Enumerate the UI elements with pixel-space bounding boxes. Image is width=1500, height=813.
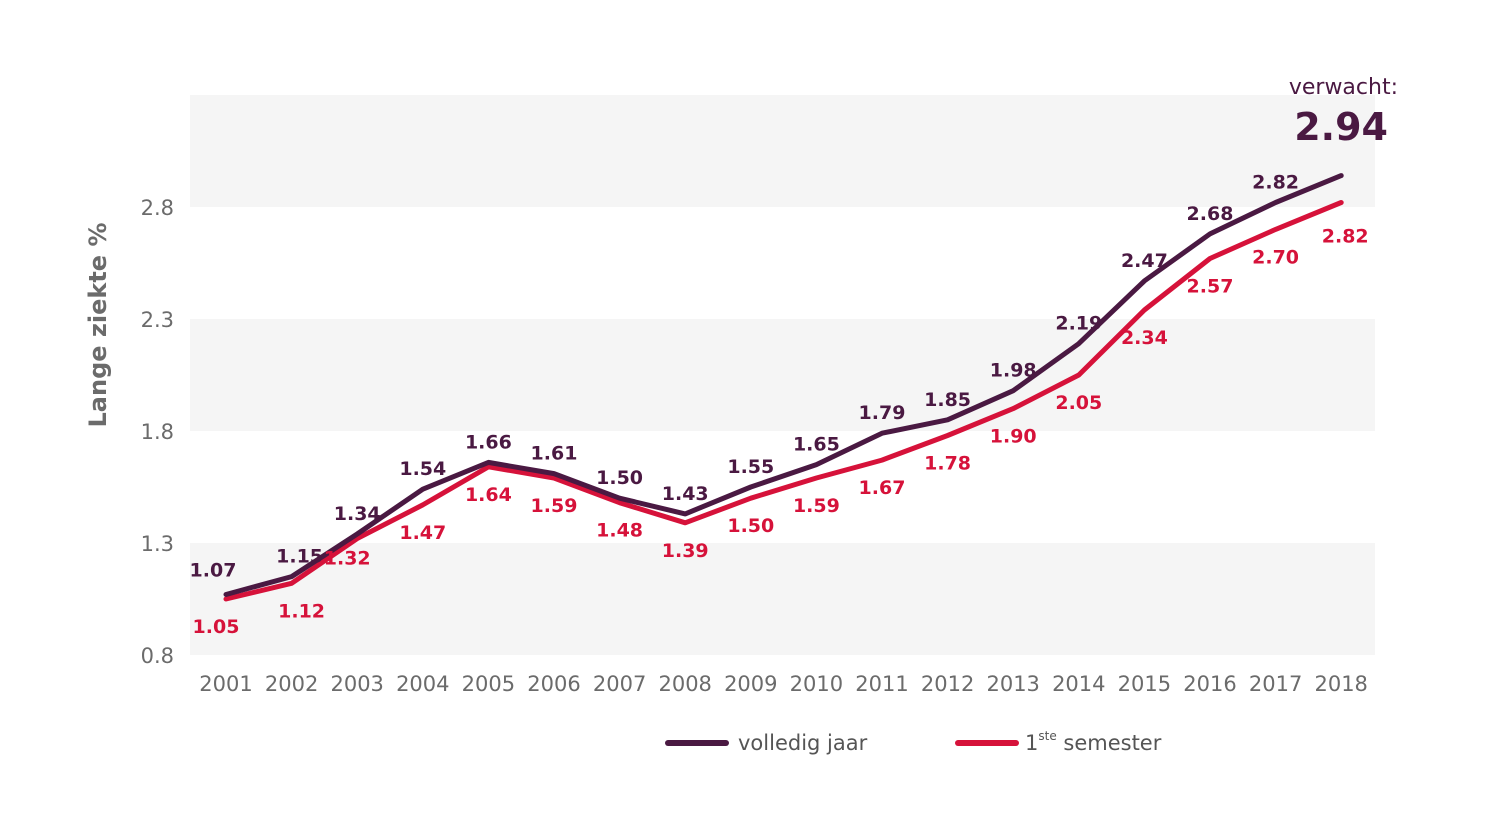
data-label-full: 2.68 — [1187, 203, 1234, 225]
forecast-annotation: verwacht: 2.94 — [1289, 75, 1398, 149]
background-band — [190, 319, 1375, 431]
data-label-full: 2.19 — [1055, 313, 1102, 335]
series-lines — [223, 173, 1344, 602]
legend-label-full-year: volledig jaar — [738, 731, 868, 755]
legend-label-semester-sup: ste — [1038, 729, 1056, 743]
data-label-full: 1.85 — [924, 389, 971, 411]
data-label-semester: 1.59 — [793, 495, 840, 517]
series-line-semester — [223, 200, 1344, 602]
x-tick-label: 2003 — [330, 672, 383, 696]
forecast-label: verwacht: — [1289, 75, 1398, 100]
data-label-semester: 1.90 — [990, 426, 1037, 448]
y-tick-label: 1.3 — [141, 532, 174, 556]
data-label-full: 1.79 — [859, 402, 906, 424]
data-label-semester: 2.57 — [1187, 276, 1234, 298]
data-label-full: 1.61 — [531, 443, 578, 465]
data-label-semester: 1.47 — [399, 522, 446, 544]
y-tick-label: 0.8 — [141, 644, 174, 668]
data-label-full: 1.65 — [793, 434, 840, 456]
x-tick-label: 2010 — [790, 672, 843, 696]
y-axis-title: Lange ziekte % — [84, 223, 112, 428]
data-label-semester: 1.48 — [596, 520, 643, 542]
data-label-semester: 1.50 — [727, 515, 774, 537]
data-label-semester: 1.05 — [193, 616, 240, 638]
x-tick-label: 2005 — [462, 672, 515, 696]
series-line-full — [223, 173, 1344, 597]
background-bands — [190, 95, 1375, 655]
y-tick-label: 2.3 — [141, 308, 174, 332]
data-label-semester: 1.59 — [531, 495, 578, 517]
background-band — [190, 95, 1375, 207]
data-label-full: 1.55 — [727, 456, 774, 478]
x-tick-label: 2006 — [527, 672, 580, 696]
x-tick-label: 2014 — [1052, 672, 1105, 696]
y-tick-label: 2.8 — [141, 196, 174, 220]
legend-label-semester-post: semester — [1057, 731, 1162, 755]
x-axis-ticks: 2001 2002 2003 2004 2005 2006 2007 2008 2009 2010… — [199, 672, 1368, 696]
x-tick-label: 2015 — [1118, 672, 1171, 696]
data-label-semester: 1.32 — [324, 548, 371, 570]
data-label-full: 2.82 — [1252, 172, 1299, 194]
data-label-full: 1.54 — [399, 458, 446, 480]
x-tick-label: 2012 — [921, 672, 974, 696]
legend-label-semester-pre: 1 — [1025, 731, 1038, 755]
forecast-value: 2.94 — [1294, 105, 1388, 149]
x-tick-label: 2007 — [593, 672, 646, 696]
data-label-semester: 1.78 — [924, 452, 971, 474]
data-label-full: 1.66 — [465, 431, 512, 453]
x-tick-label: 2009 — [724, 672, 777, 696]
x-tick-label: 2013 — [986, 672, 1039, 696]
legend-label-semester: 1ste semester — [1025, 729, 1162, 755]
x-tick-label: 2004 — [396, 672, 449, 696]
x-tick-label: 2018 — [1314, 672, 1367, 696]
data-label-full: 1.07 — [190, 560, 237, 582]
data-labels: 1.07 1.15 1.34 1.54 1.66 1.61 1.50 1.43 1.55 1.65… — [190, 172, 1369, 638]
data-label-semester: 2.05 — [1055, 392, 1102, 414]
x-tick-label: 2008 — [658, 672, 711, 696]
x-tick-label: 2016 — [1183, 672, 1236, 696]
data-label-full: 1.50 — [596, 467, 643, 489]
data-label-full: 1.15 — [276, 546, 323, 568]
data-label-full: 2.47 — [1121, 250, 1168, 272]
y-tick-label: 1.8 — [141, 420, 174, 444]
background-band — [190, 543, 1375, 655]
x-tick-label: 2002 — [265, 672, 318, 696]
data-label-semester: 2.82 — [1322, 226, 1369, 248]
data-label-full: 1.34 — [334, 503, 381, 525]
data-label-semester: 2.70 — [1252, 246, 1299, 268]
x-tick-label: 2011 — [855, 672, 908, 696]
data-label-semester: 2.34 — [1121, 327, 1168, 349]
data-label-full: 1.98 — [990, 360, 1037, 382]
data-label-full: 1.43 — [662, 483, 709, 505]
data-label-semester: 1.12 — [278, 600, 325, 622]
data-label-semester: 1.39 — [662, 540, 709, 562]
y-axis-ticks: 0.8 1.3 1.8 2.3 2.8 — [141, 196, 174, 668]
x-tick-label: 2017 — [1249, 672, 1302, 696]
data-label-semester: 1.67 — [859, 477, 906, 499]
x-tick-label: 2001 — [199, 672, 252, 696]
data-label-semester: 1.64 — [465, 484, 512, 506]
legend: volledig jaar 1ste semester — [665, 729, 1162, 755]
